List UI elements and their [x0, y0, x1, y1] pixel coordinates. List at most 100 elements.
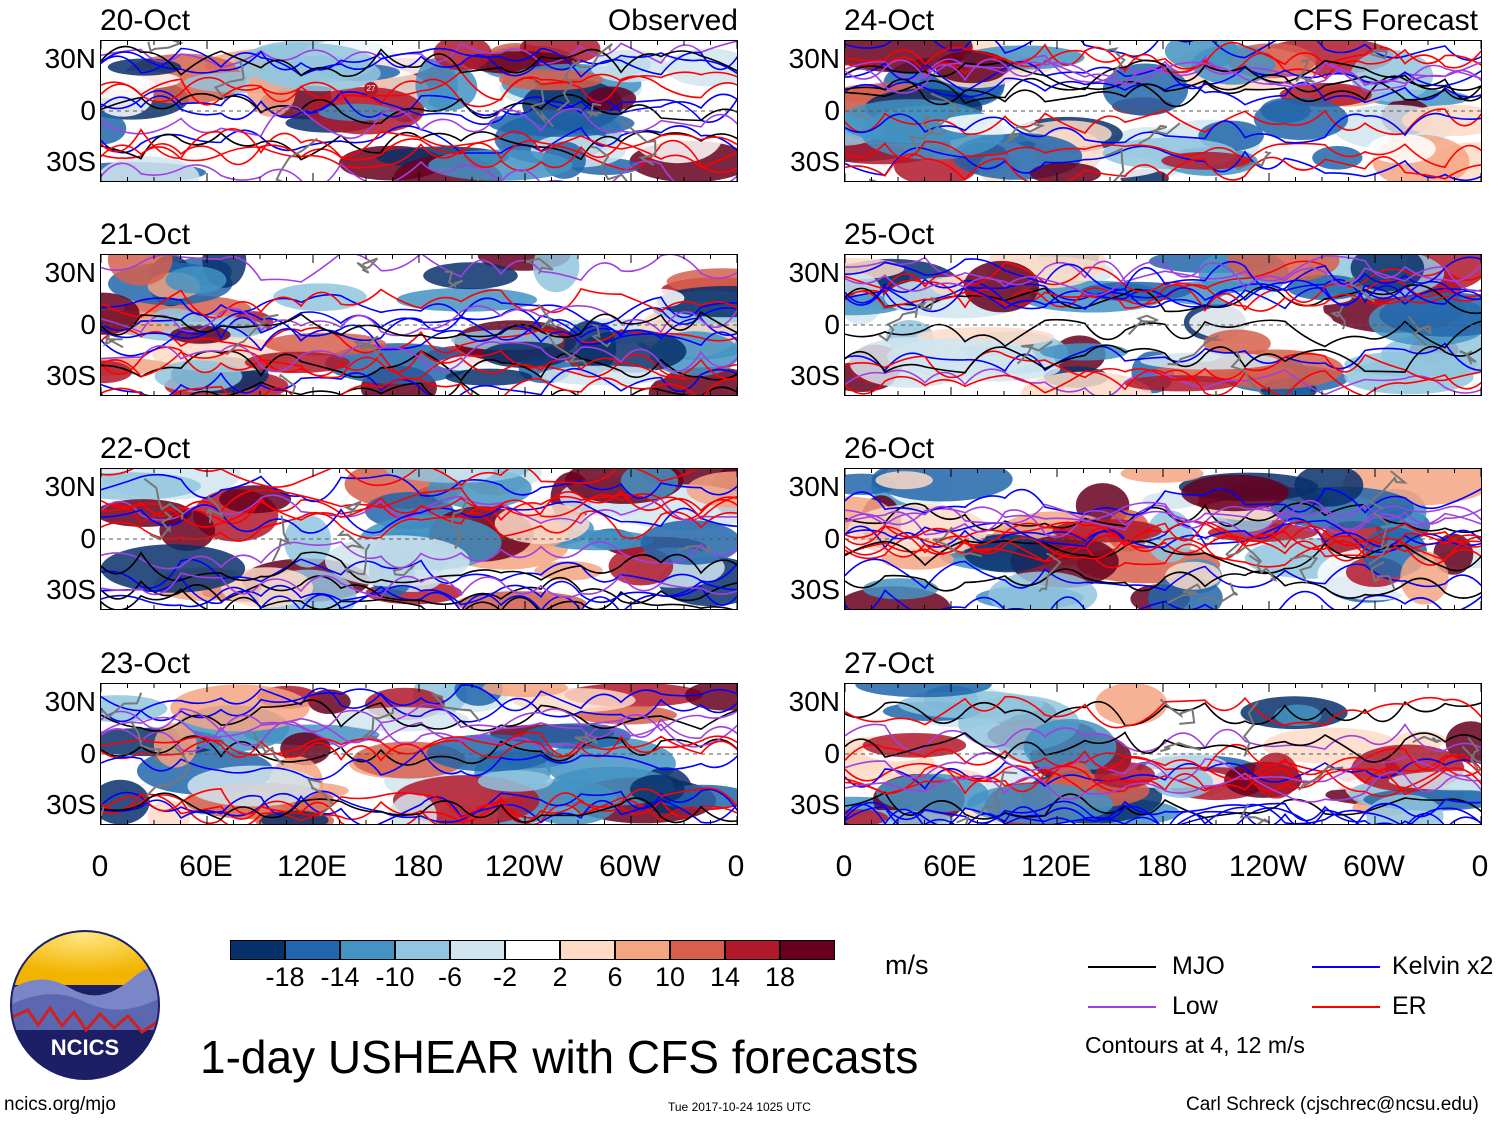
wave-contour — [845, 806, 1481, 824]
panel-date: 23-Oct — [100, 647, 191, 680]
logo-text: NCICS — [51, 1035, 119, 1060]
panel-date: 26-Oct — [844, 432, 935, 465]
coastline — [444, 270, 464, 288]
shear-anomaly-blob — [1029, 162, 1102, 181]
legend-line-low — [1088, 1006, 1156, 1008]
wave-contour — [845, 318, 1481, 349]
lat-label: 0 — [80, 523, 96, 554]
wave-contour — [845, 153, 1481, 181]
colorbar-swatch — [450, 940, 505, 960]
wave-contour — [101, 91, 737, 125]
lat-label: 30S — [46, 789, 96, 820]
wave-contour — [101, 327, 737, 354]
shear-anomaly-blob — [187, 765, 320, 807]
shear-anomaly-blob — [154, 360, 243, 392]
wave-contour — [101, 92, 737, 125]
wave-contour — [101, 787, 737, 819]
coastline — [275, 137, 319, 181]
wave-contour — [101, 377, 737, 395]
wave-contour — [845, 74, 1481, 106]
wave-contour — [845, 791, 1481, 820]
shear-field — [101, 469, 737, 609]
wave-contour — [845, 798, 1481, 824]
coastline — [1225, 542, 1263, 563]
colorbar-swatch — [395, 940, 450, 960]
coastline — [1329, 305, 1346, 330]
shear-anomaly-blob — [1124, 375, 1237, 392]
lat-label: 30S — [46, 146, 96, 177]
coastline — [1344, 276, 1376, 303]
coastline — [530, 78, 554, 128]
wave-contour — [845, 505, 1481, 538]
footer-credit[interactable]: Carl Schreck (cjschrec@ncsu.edu) — [1186, 1094, 1479, 1115]
panel-date: 22-Oct — [100, 432, 191, 465]
wave-contour — [101, 716, 737, 745]
coastline — [102, 334, 124, 349]
wave-contour — [101, 684, 737, 712]
coastline — [430, 692, 481, 723]
map-panel-21-oct — [100, 254, 738, 396]
shear-field — [101, 255, 737, 395]
footer-url[interactable]: ncics.org/mjo — [4, 1094, 116, 1115]
shear-anomaly-blob — [855, 684, 992, 698]
wave-contour — [101, 138, 737, 174]
coastline — [1459, 350, 1477, 365]
coastline — [353, 335, 381, 359]
colorbar-tick: 14 — [709, 962, 741, 992]
coastline — [878, 310, 917, 342]
wave-contour — [845, 731, 1481, 763]
coastline — [1239, 803, 1271, 824]
shear-anomaly-blob — [107, 255, 173, 286]
map-panel-26-oct — [844, 468, 1482, 610]
shear-anomaly-blob — [963, 260, 1040, 313]
shear-anomaly-blob — [284, 514, 332, 568]
wave-contour — [845, 344, 1481, 374]
lat-label: 0 — [80, 95, 96, 126]
shear-anomaly-blob — [1102, 63, 1189, 116]
coastline — [1370, 45, 1388, 60]
shear-field — [845, 684, 1481, 824]
wave-contour — [101, 699, 737, 732]
colorbar-swatch — [505, 940, 560, 960]
shear-anomaly-blob — [308, 689, 351, 714]
shear-anomaly-blob — [1120, 469, 1204, 483]
coastline — [101, 692, 143, 719]
wave-contour — [101, 469, 699, 488]
coastline — [1461, 745, 1481, 764]
lon-label: 0 — [727, 850, 745, 883]
coastline — [956, 815, 970, 824]
wave-contour — [101, 367, 737, 395]
wave-contour — [845, 368, 1481, 395]
wave-contour — [845, 350, 1481, 382]
lon-label: 120E — [1020, 850, 1092, 883]
coastline — [1167, 583, 1202, 604]
wave-contour — [101, 41, 737, 68]
coastline — [1003, 122, 1045, 146]
shear-field — [845, 255, 1481, 395]
wave-contour — [845, 517, 1481, 549]
shear-anomaly-blob — [1312, 146, 1363, 170]
wave-contour — [845, 743, 1481, 776]
lat-label: 30N — [44, 686, 96, 717]
coastline — [678, 545, 711, 554]
coastline — [145, 745, 191, 797]
shear-anomaly-blob — [534, 561, 603, 581]
coastline — [130, 720, 162, 764]
coastline — [1242, 701, 1259, 757]
panel-date: 20-Oct — [100, 4, 191, 37]
wave-contour — [845, 75, 1481, 108]
colorbar-swatch — [560, 940, 615, 960]
coastline — [914, 296, 936, 318]
coastline — [1412, 735, 1443, 744]
lon-label: 0 — [91, 850, 109, 883]
shear-anomaly-blob — [107, 58, 182, 76]
lon-label: 0 — [1471, 850, 1489, 883]
coastline — [1138, 122, 1181, 145]
lon-label: 60E — [923, 850, 977, 883]
panel-date: 25-Oct — [844, 218, 935, 251]
lat-label: 30N — [788, 43, 840, 74]
coastline — [143, 478, 184, 520]
wave-contour — [101, 47, 737, 79]
map-panel-24-oct — [844, 40, 1482, 182]
wave-contour — [845, 255, 1481, 286]
